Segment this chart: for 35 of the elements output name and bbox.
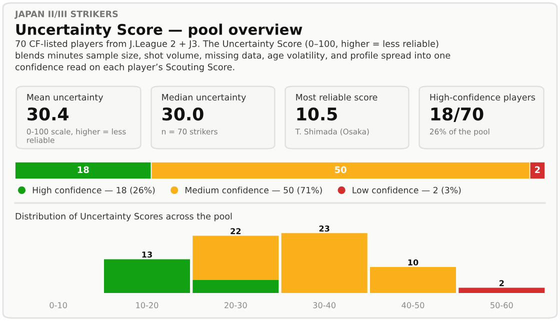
text: 70 CF-listed players from J.League 2 + J3. The Uncertainty Score (0–100, higher = less reliable) blends minutes sample size, shot volume, missing data, age volatility, and profile spread into one confidence read on each player’s Scouting Score.	[15, 40, 450, 72]
legend-label: High confidence — 18 (26%)	[32, 186, 155, 196]
data-label: 2	[535, 166, 540, 173]
text: High-confidence players	[430, 94, 536, 102]
data-label: 23	[319, 226, 330, 232]
text: 30.4	[28, 107, 68, 121]
bar	[370, 266, 456, 293]
data-label: 10	[408, 259, 418, 266]
data-label: 13	[142, 252, 152, 258]
bar	[104, 259, 190, 293]
bar	[192, 280, 279, 293]
x-tick-label: 50-60	[490, 302, 513, 308]
x-tick-label: 0-10	[50, 302, 67, 308]
data-label: 50	[334, 166, 346, 174]
x-tick-label: 40-50	[402, 302, 424, 308]
text: Most reliable score	[296, 94, 378, 101]
x-tick-label: 10-20	[136, 302, 158, 308]
bar	[192, 236, 279, 280]
bar	[281, 233, 368, 293]
x-tick-label: 20-30	[224, 302, 247, 308]
series-label: Medium confidence — 50 (71%)	[186, 186, 322, 194]
text: Mean uncertainty	[27, 94, 104, 102]
text: JAPAN II/III STRIKERS	[14, 10, 118, 19]
data-label: 18	[78, 166, 89, 174]
text: 18/70	[431, 107, 484, 122]
text: Uncertainty Score — pool overview	[16, 24, 302, 38]
total-label: 22	[230, 228, 241, 234]
text: 30.0	[162, 107, 204, 121]
text: Median uncertainty	[162, 94, 246, 102]
data-label: 2	[500, 280, 504, 286]
x-tick-label: 30-40	[313, 302, 336, 308]
text: 10.5	[297, 107, 337, 121]
legend-label: Low confidence — 2 (3%)	[352, 186, 461, 194]
bar	[458, 288, 545, 293]
chart-title: Distribution of Uncertainty Scores across the pool	[16, 212, 232, 222]
